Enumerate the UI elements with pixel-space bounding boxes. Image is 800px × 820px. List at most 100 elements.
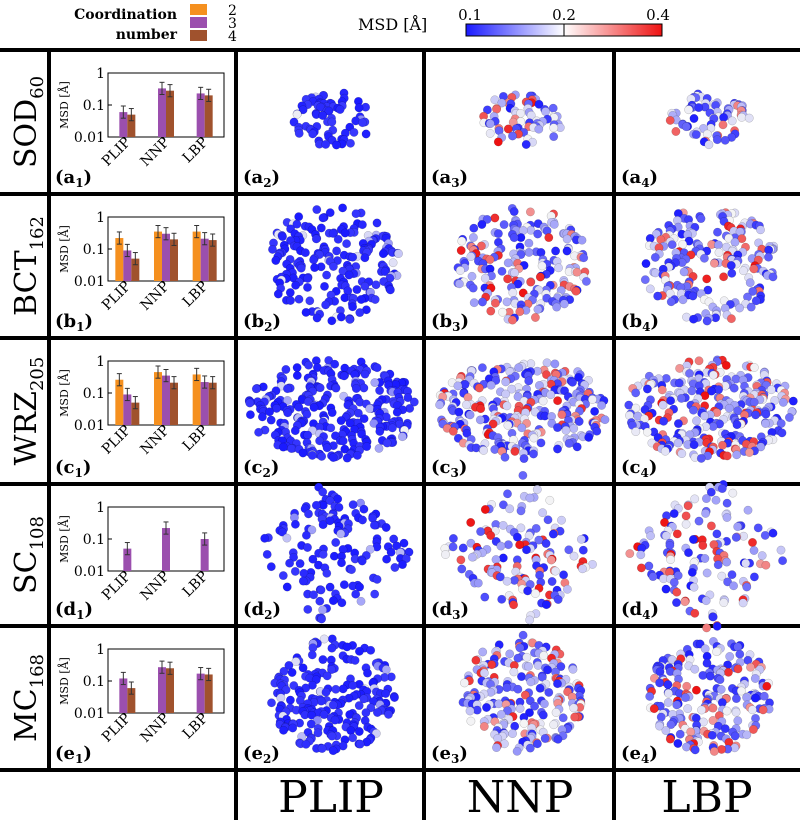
atom-sphere [359,504,369,514]
atom-sphere [508,131,517,141]
atom-sphere [490,298,500,308]
atom-sphere [749,397,759,407]
atom-sphere [686,727,696,737]
legend-label-3: 3 [228,16,237,32]
atom-sphere [706,521,716,531]
bar-lbp-cn3 [200,382,209,425]
atom-sphere [348,680,358,690]
atom-sphere [315,436,325,446]
atom-sphere [292,219,302,229]
cluster-a4: (a4) [621,89,754,190]
atom-sphere [553,679,562,689]
bar-plip-cn4 [127,114,136,137]
atom-sphere [365,404,375,414]
atom-sphere [380,267,390,277]
atom-sphere [551,246,561,256]
atom-sphere [318,549,328,559]
atom-sphere [473,578,483,588]
atom-sphere [549,720,559,730]
atom-sphere [713,227,722,237]
y-tick-label: 0.01 [74,418,105,434]
atom-sphere [372,708,382,717]
panel-label-d2: (d2) [243,599,281,622]
atom-sphere [687,386,697,396]
atom-sphere [370,378,380,388]
atom-sphere [322,443,332,453]
atom-sphere [776,545,786,555]
atom-sphere [660,446,670,456]
atom-sphere [496,710,506,719]
atom-sphere [354,727,364,736]
atom-sphere [721,360,731,370]
atom-sphere [690,608,700,618]
atom-sphere [757,551,767,561]
atom-sphere [722,451,732,461]
atom-sphere [503,124,513,134]
atom-sphere [502,683,512,693]
atom-sphere [708,370,718,380]
atom-sphere [525,743,535,753]
atom-sphere [530,313,540,322]
cluster-e4: (e4) [621,637,774,766]
atom-sphere [488,419,498,429]
atom-sphere [646,531,656,541]
atom-sphere [339,580,349,590]
atom-sphere [318,111,328,120]
atom-sphere [701,596,711,606]
atom-sphere [328,700,338,710]
atom-sphere [777,428,787,438]
atom-sphere [750,693,760,703]
atom-sphere [581,276,591,286]
atom-sphere [684,548,693,558]
atom-sphere [642,384,652,394]
atom-sphere [497,98,507,108]
panel-label-b1: (b1) [55,311,93,334]
atom-sphere [505,649,515,659]
atom-sphere [327,643,337,653]
atom-sphere [303,604,313,614]
atom-sphere [698,670,708,680]
colorbar-tick-2: 0.4 [646,6,670,24]
cluster-panels: (a2) (a3) (a4) (b2) (b3) (b4) (c2) (c3) (c4) (d2)… [243,88,798,766]
atom-sphere [503,274,513,284]
atom-sphere [498,553,508,563]
y-tick-label: 0.01 [74,564,105,580]
atom-sphere [568,377,577,387]
atom-sphere [737,112,747,122]
atom-sphere [681,122,691,132]
atom-sphere [553,396,563,406]
atom-sphere [316,696,326,706]
atom-sphere [318,213,328,223]
atom-sphere [251,384,261,394]
atom-sphere [727,268,737,278]
atom-sphere [512,532,522,542]
atom-sphere [538,710,548,720]
atom-sphere [388,258,398,268]
atom-sphere [717,744,727,754]
atom-sphere [590,406,600,416]
panel-label-e2: (e2) [243,743,280,766]
atom-sphere [487,660,497,670]
atom-sphere [712,621,722,631]
atom-sphere [709,258,719,268]
atom-sphere [318,605,328,615]
atom-sphere [285,695,295,705]
atom-sphere [648,572,658,582]
atom-sphere [351,384,361,393]
atom-sphere [554,263,563,273]
atom-sphere [328,453,338,462]
atom-sphere [303,543,312,552]
atom-sphere [397,432,407,442]
atom-sphere [733,664,743,674]
legend-title-line2: number [116,27,178,43]
atom-sphere [541,600,551,610]
atom-sphere [294,128,304,138]
atom-sphere [689,440,699,450]
atom-sphere [316,585,326,595]
atom-sphere [335,105,345,114]
bar-lbp-cn4 [204,95,213,137]
atom-sphere [694,356,704,366]
atom-sphere [546,555,556,565]
atom-sphere [294,402,304,412]
atom-sphere [320,281,329,291]
